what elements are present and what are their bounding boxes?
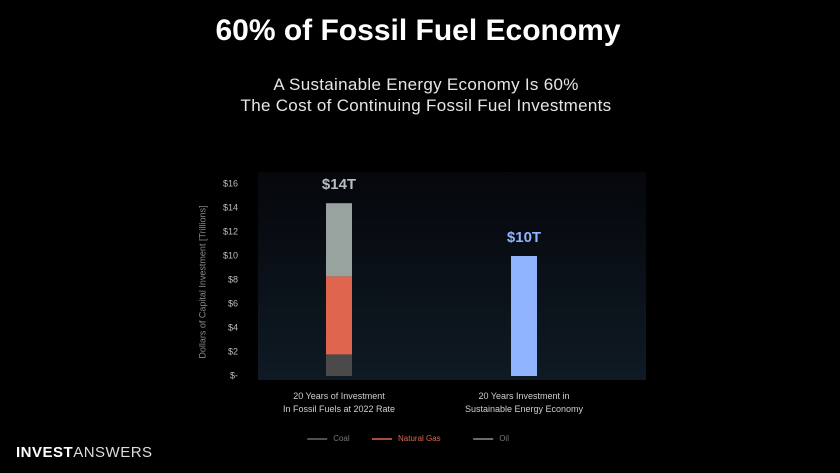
y-tick-label: $2 — [228, 346, 238, 356]
y-axis-label: Dollars of Capital Investment [Trillions… — [197, 205, 207, 358]
brand: INVESTANSWERS — [16, 444, 153, 461]
y-tick-label: $12 — [223, 226, 238, 236]
value-label: $14T — [322, 176, 356, 193]
legend-label: Natural Gas — [398, 434, 441, 443]
plot-area — [258, 172, 646, 380]
y-tick-label: $4 — [228, 322, 238, 332]
bar-segment — [326, 203, 352, 277]
subtitle: A Sustainable Energy Economy Is 60% The … — [240, 75, 612, 115]
x-tick-label: 20 Years Investment in Sustainable Energ… — [464, 391, 584, 414]
brand-light: ANSWERS — [73, 444, 153, 461]
y-tick-label: $- — [230, 370, 238, 380]
bar-segment — [326, 276, 352, 355]
y-tick-label: $8 — [228, 274, 238, 284]
brand-bold: INVEST — [16, 444, 74, 461]
y-tick-label: $6 — [228, 298, 238, 308]
bar-segment — [326, 354, 352, 376]
y-tick-label: $10 — [223, 250, 238, 260]
y-tick-label: $16 — [223, 178, 238, 188]
legend-label: Coal — [333, 434, 350, 443]
x-tick-label: 20 Years of Investment In Fossil Fuels a… — [282, 391, 396, 414]
legend-label: Oil — [499, 434, 509, 443]
y-tick-label: $14 — [223, 202, 238, 212]
bar-segment — [511, 256, 537, 376]
title: 60% of Fossil Fuel Economy — [215, 14, 621, 47]
value-label: $10T — [507, 229, 541, 246]
